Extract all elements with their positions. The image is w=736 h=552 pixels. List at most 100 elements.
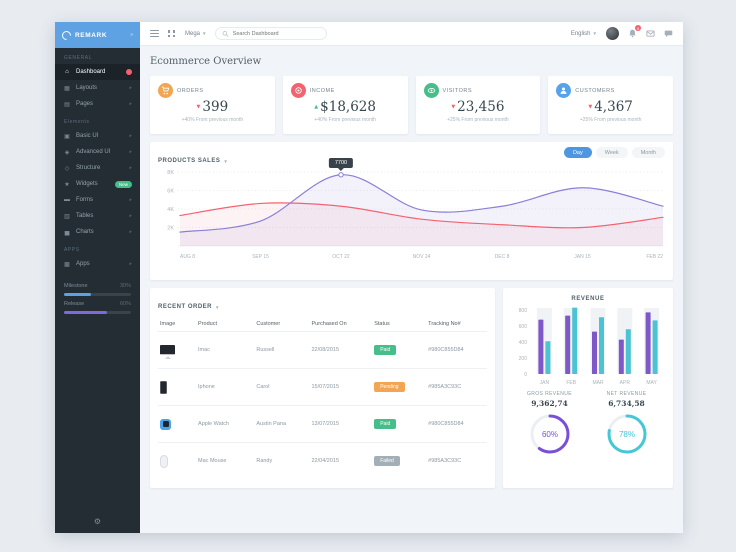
- gros-revenue-donut: 60%: [530, 414, 569, 454]
- revenue-panel: REVENUE 0 200 400 600 800 JAN FEB MAR APR MAY GRO…: [503, 288, 673, 488]
- status-badge: Paid: [374, 419, 397, 429]
- search-icon: [223, 30, 229, 37]
- income-value: ▲ $18,628: [314, 99, 376, 115]
- sidebar-item-widgets[interactable]: ★ Widgets New: [55, 176, 140, 192]
- order-row-imac: Imac Russell 22/08/2015 Paid #980C855D84: [158, 331, 487, 369]
- apple-watch-product-image: [160, 418, 171, 430]
- svg-text:DEC 8: DEC 8: [495, 254, 510, 260]
- sidebar-item-advanced-ui[interactable]: ◈ Advanced UI ▸: [55, 144, 140, 160]
- svg-text:SEP 15: SEP 15: [252, 254, 269, 260]
- inbox-mail-icon[interactable]: [646, 29, 655, 38]
- day-button[interactable]: Day: [563, 147, 592, 158]
- status-badge: Pending: [374, 382, 405, 392]
- sidebar-item-label: Structure: [76, 165, 101, 171]
- imac-product-image: [160, 345, 175, 355]
- net-revenue: NET REVENUE 6,734,58: [606, 391, 647, 408]
- release-value: 60%: [119, 301, 131, 307]
- pages-icon: ▤: [64, 101, 70, 108]
- gros-revenue: GROS REVENUE 9,362,74: [526, 391, 573, 408]
- section-label-apps: APPS: [64, 247, 80, 253]
- sidebar-item-tables[interactable]: ▥ Tables ▸: [55, 208, 140, 224]
- sidebar-item-layouts[interactable]: ▦ Layouts ▸: [55, 80, 140, 96]
- customer-name: Austin Pana: [256, 421, 287, 427]
- products-sales-dropdown[interactable]: PRODUCTS SALES ▼: [158, 158, 229, 164]
- widgets-icon: ★: [64, 181, 70, 188]
- language-dropdown[interactable]: English ▼: [570, 30, 597, 37]
- sidebar-item-label: Apps: [76, 261, 90, 267]
- page-title: Ecommerce Overview: [150, 56, 262, 67]
- sidebar-item-label: Advanced UI: [76, 149, 111, 155]
- product-name: Apple Watch: [198, 421, 230, 427]
- recent-order-table: Image Product Customer Purchased On Stat…: [158, 317, 487, 480]
- release-label: Release: [64, 301, 85, 307]
- release-progress-fill: [64, 311, 107, 314]
- search-input[interactable]: [232, 30, 321, 37]
- structure-icon: ◇: [64, 165, 70, 172]
- person-icon: [556, 83, 572, 98]
- hamburger-menu-icon[interactable]: [150, 30, 159, 37]
- chevron-down-icon: ▼: [215, 304, 220, 310]
- sidebar-item-dashboard[interactable]: ⌂ Dashboard: [55, 64, 140, 80]
- customers-stat-card: CUSTOMERS ▼ 4,367 +25% From previous mont…: [548, 76, 673, 134]
- chart-tooltip: 7700: [328, 157, 354, 168]
- sidebar-nav: GENERAL ⌂ Dashboard ▦ Layouts ▸ ▤ Pages ▸ Element…: [55, 48, 140, 272]
- products-sales-panel: PRODUCTS SALES ▼ Day Week Month 2K 4K 6K 8K A…: [150, 142, 673, 280]
- customer-name: Russell: [256, 347, 275, 353]
- chat-icon[interactable]: [664, 29, 673, 38]
- logo-header[interactable]: REMARK »: [55, 22, 140, 48]
- visitors-label: VISITORS: [442, 87, 473, 94]
- milestone-progress-row: Milestone 30%: [64, 283, 131, 289]
- status-badge: Failed: [374, 456, 400, 467]
- customer-name: Carol: [256, 384, 270, 390]
- sidebar-item-label: Basic UI: [76, 133, 99, 139]
- svg-text:600: 600: [519, 324, 528, 330]
- notification-dot-badge: [126, 69, 132, 75]
- svg-text:AUG 8: AUG 8: [180, 254, 195, 260]
- advanced-ui-icon: ◈: [64, 149, 70, 156]
- section-label-elements: Elements: [64, 119, 90, 125]
- apps-grid-icon[interactable]: [168, 30, 176, 37]
- release-progress-track: [64, 311, 131, 314]
- order-row-apple-watch: Apple Watch Austin Pana 13/07/2015 Paid #980…: [158, 405, 487, 443]
- coins-icon: [290, 83, 306, 98]
- svg-text:FEB: FEB: [566, 380, 576, 386]
- mega-menu-dropdown[interactable]: Mega ▼: [185, 30, 207, 37]
- range-button-group: Day Week Month: [563, 147, 665, 158]
- chevron-down-icon: ▼: [202, 31, 207, 36]
- customers-value: ▼ 4,367: [588, 99, 633, 115]
- sidebar-item-charts[interactable]: ▅ Charts ▸: [55, 224, 140, 240]
- col-status: Status: [374, 321, 390, 327]
- col-tracking: Tracking No#: [428, 321, 461, 327]
- search-box[interactable]: [215, 27, 328, 40]
- chevron-right-icon: ▸: [129, 197, 132, 203]
- sidebar-item-forms[interactable]: ▬ Forms ▸: [55, 192, 140, 208]
- orders-label: ORDERS: [177, 87, 204, 94]
- donuts-row: 60% 78%: [511, 411, 665, 457]
- charts-icon: ▅: [64, 229, 70, 236]
- sidebar-item-basic-ui[interactable]: ▣ Basic UI ▸: [55, 128, 140, 144]
- svg-text:2K: 2K: [167, 226, 174, 232]
- settings-gear-icon[interactable]: ⚙: [93, 517, 102, 526]
- remark-dashboard-app: REMARK » GENERAL ⌂ Dashboard ▦ Layouts ▸ ▤ Page…: [55, 22, 683, 533]
- notifications-bell-icon[interactable]: 5: [628, 25, 641, 38]
- week-button[interactable]: Week: [595, 147, 628, 158]
- sidebar-item-apps[interactable]: ▩ Apps ▸: [55, 256, 140, 272]
- apps-icon: ▩: [64, 261, 70, 268]
- product-name: Iphone: [198, 384, 215, 390]
- sidebar-item-pages[interactable]: ▤ Pages ▸: [55, 96, 140, 112]
- forms-icon: ▬: [64, 197, 70, 203]
- purchased-date: 22/08/2015: [311, 347, 340, 353]
- svg-text:60%: 60%: [541, 430, 557, 439]
- svg-text:APR: APR: [620, 380, 631, 386]
- sidebar-item-structure[interactable]: ◇ Structure ▸: [55, 160, 140, 176]
- recent-order-dropdown[interactable]: RECENT ORDER ▼: [158, 304, 220, 310]
- month-button[interactable]: Month: [631, 147, 665, 158]
- svg-text:800: 800: [519, 308, 528, 314]
- user-avatar[interactable]: [606, 27, 619, 40]
- svg-text:MAY: MAY: [646, 380, 657, 386]
- purchased-date: 13/07/2015: [311, 421, 340, 427]
- col-purchased-on: Purchased On: [311, 321, 347, 327]
- chevron-right-icon: ▸: [129, 133, 132, 139]
- customers-note: +25% From previous month: [579, 117, 642, 123]
- col-product: Product: [198, 321, 217, 327]
